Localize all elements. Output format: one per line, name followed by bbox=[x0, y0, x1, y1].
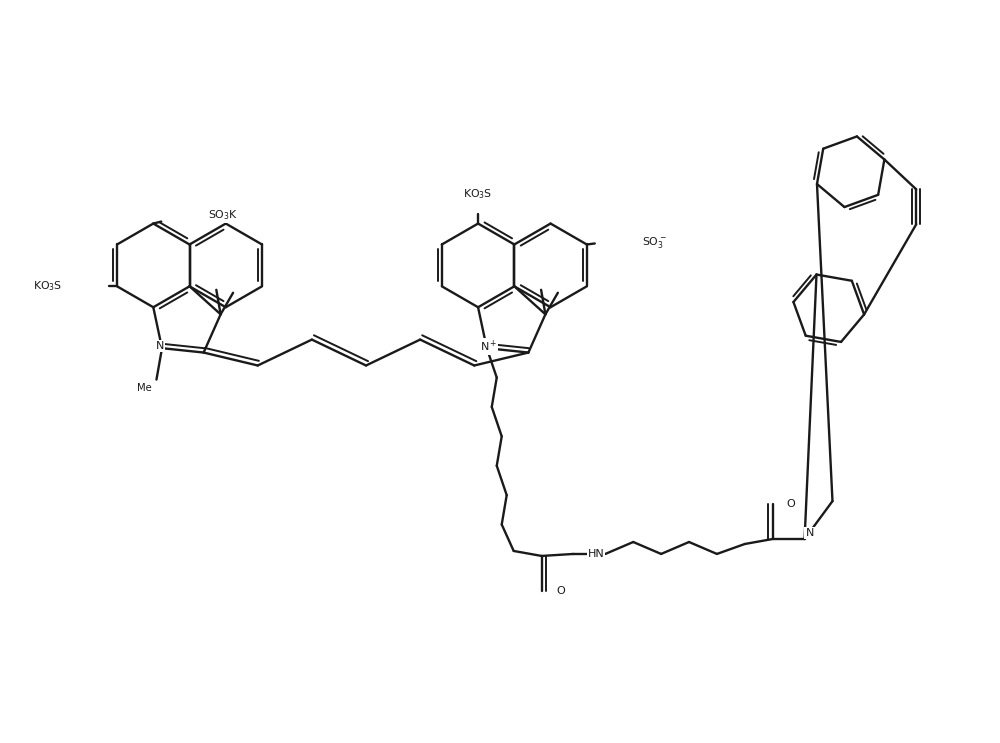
Text: Me: Me bbox=[137, 383, 152, 392]
Text: KO$_3$S: KO$_3$S bbox=[463, 186, 493, 201]
Text: SO$_3^-$: SO$_3^-$ bbox=[642, 235, 666, 250]
Text: N: N bbox=[156, 341, 164, 351]
Text: O: O bbox=[787, 499, 795, 509]
Text: N$^+$: N$^+$ bbox=[480, 339, 498, 354]
Text: HN: HN bbox=[587, 549, 604, 559]
Text: KO$_3$S: KO$_3$S bbox=[33, 279, 62, 293]
Text: SO$_3$K: SO$_3$K bbox=[208, 209, 238, 222]
Text: O: O bbox=[557, 585, 565, 596]
Text: N: N bbox=[805, 528, 814, 538]
